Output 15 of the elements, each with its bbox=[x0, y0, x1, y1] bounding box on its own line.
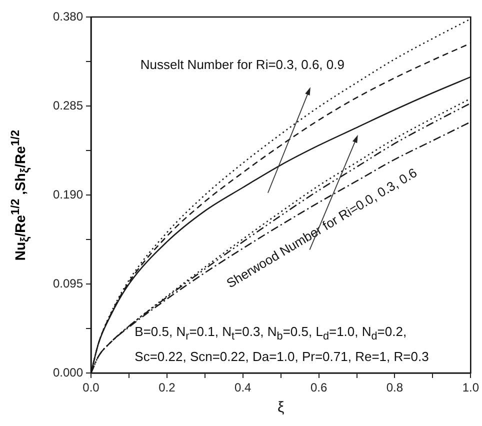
y-tick-label: 0.000 bbox=[52, 365, 84, 380]
x-tick-label: 0.6 bbox=[310, 380, 328, 395]
annotation: Sc=0.22, Scn=0.22, Da=1.0, Pr=0.71, Re=1, R=0.3 bbox=[134, 348, 429, 364]
x-tick-label: 1.0 bbox=[462, 380, 480, 395]
x-tick-label: 0.0 bbox=[82, 380, 100, 395]
x-tick-label: 0.2 bbox=[158, 380, 176, 395]
text: B=0.5, N$_{r}$=0.1, N$_{t}$=0.3, N$_{b}$=0.5, L$_{d}$=1.0, N$_{d}$=0.2, bbox=[134, 324, 407, 343]
y-tick-label: 0.380 bbox=[52, 9, 84, 24]
x-tick-label: 0.4 bbox=[234, 380, 252, 395]
x-axis-title: ξ bbox=[277, 399, 284, 416]
x-tick-label: 0.8 bbox=[386, 380, 404, 395]
y-tick-label: 0.095 bbox=[52, 276, 84, 290]
annotation: Nusselt Number for Ri=0.3, 0.6, 0.9 bbox=[140, 56, 344, 72]
y-tick-label: 0.285 bbox=[52, 98, 84, 112]
y-tick-label: 0.190 bbox=[52, 187, 84, 202]
